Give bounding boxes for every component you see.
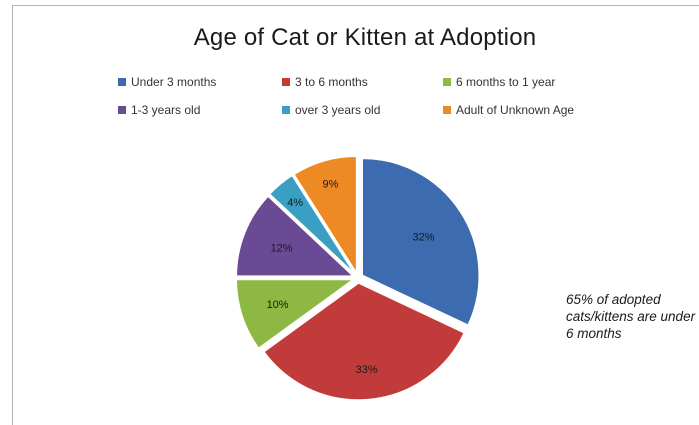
legend-label-over-3-years-old: over 3 years old	[295, 103, 381, 117]
pie-slice-adult-of-unknown-age	[292, 155, 358, 276]
legend-label-6-months-to-1-year: 6 months to 1 year	[456, 75, 556, 89]
legend-swatch-under-3-months	[118, 78, 126, 86]
slice-label-3-to-6-months: 33%	[356, 364, 378, 376]
legend-swatch-1-3-years-old	[118, 106, 126, 114]
legend-label-adult-of-unknown-age: Adult of Unknown Age	[456, 103, 575, 117]
slice-label-1-3-years-old: 12%	[271, 243, 293, 255]
pie-slice-1-3-years-old	[235, 195, 356, 277]
legend-label-3-to-6-months: 3 to 6 months	[295, 75, 368, 89]
legend-label-1-3-years-old: 1-3 years old	[131, 103, 201, 117]
pie-slice-over-3-years-old	[268, 174, 356, 275]
legend-item-1-3-years-old: 1-3 years old	[118, 103, 200, 117]
pie-slice-6-months-to-1-year	[235, 278, 356, 350]
legend-item-under-3-months: Under 3 months	[118, 75, 216, 89]
chart-title: Age of Cat or Kitten at Adoption	[193, 24, 537, 51]
legend-swatch-over-3-years-old	[282, 106, 290, 114]
legend-item-3-to-6-months: 3 to 6 months	[282, 75, 368, 89]
legend-swatch-adult-of-unknown-age	[443, 106, 451, 114]
slice-label-under-3-months: 32%	[412, 231, 434, 243]
chart-annotation: 65% of adopted cats/kittens are under 6 …	[566, 292, 696, 341]
pie-slice-3-to-6-months	[262, 282, 466, 401]
legend-label-under-3-months: Under 3 months	[131, 75, 217, 89]
legend-swatch-3-to-6-months	[282, 78, 290, 86]
slice-label-over-3-years-old: 4%	[287, 197, 303, 209]
legend-swatch-6-months-to-1-year	[443, 78, 451, 86]
slice-label-adult-of-unknown-age: 9%	[323, 178, 339, 190]
legend-item-over-3-years-old: over 3 years old	[282, 103, 380, 117]
legend-item-adult-of-unknown-age: Adult of Unknown Age	[443, 103, 574, 117]
pie-slice-under-3-months	[361, 157, 480, 327]
chart-frame	[12, 5, 699, 425]
slice-label-6-months-to-1-year: 10%	[267, 299, 289, 311]
legend-item-6-months-to-1-year: 6 months to 1 year	[443, 75, 555, 89]
